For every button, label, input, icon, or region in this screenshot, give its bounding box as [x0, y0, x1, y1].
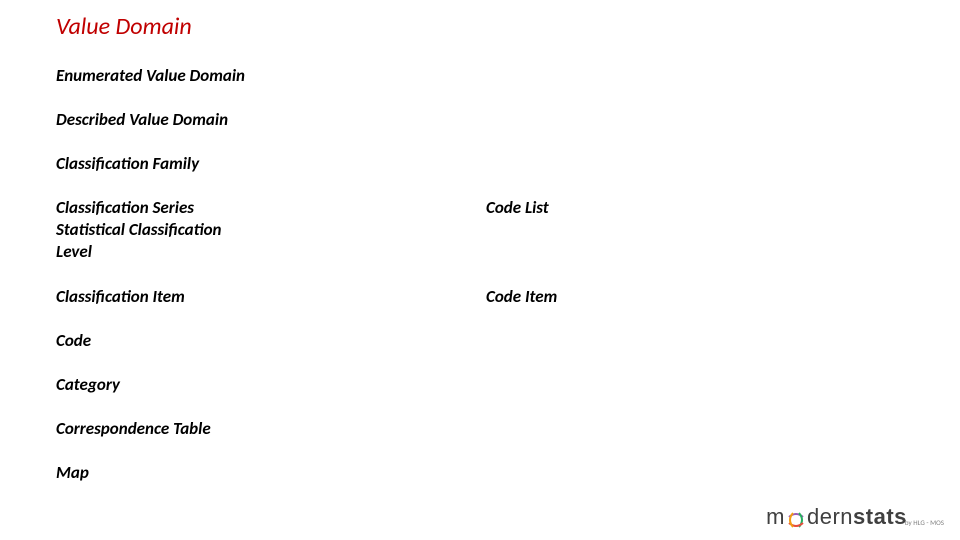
term: Described Value Domain	[56, 109, 228, 130]
right-column: Code List	[486, 197, 960, 263]
page-title: Value Domain	[56, 12, 960, 41]
right-column	[486, 153, 960, 175]
term: Category	[56, 374, 120, 395]
right-column	[486, 65, 960, 87]
term: Map	[56, 462, 89, 483]
left-column: Map	[56, 462, 486, 484]
logo-mid1: dern	[807, 504, 853, 529]
left-column: Classification Item	[56, 286, 486, 308]
term: Code List	[486, 197, 549, 218]
term: Enumerated Value Domain	[56, 65, 245, 86]
left-column: Classification Family	[56, 153, 486, 175]
term: Classification Item	[56, 286, 185, 307]
logo-icon	[787, 509, 805, 527]
left-column: Enumerated Value Domain	[56, 65, 486, 87]
left-column: Classification Series Statistical Classi…	[56, 197, 486, 263]
term: Level	[56, 241, 486, 263]
logo-subtext: by HLG - MOS	[905, 518, 944, 527]
term-row: Map	[56, 462, 960, 484]
term: Statistical Classification	[56, 219, 486, 241]
right-column	[486, 374, 960, 396]
logo-mid2: stats	[853, 504, 907, 529]
term-row: Classification Item Code Item	[56, 286, 960, 308]
modernstats-logo: mdernstats by HLG - MOS	[766, 504, 944, 530]
logo-prefix: m	[766, 504, 785, 529]
term-row: Code	[56, 330, 960, 352]
left-column: Correspondence Table	[56, 418, 486, 440]
term: Correspondence Table	[56, 418, 211, 439]
term-row: Described Value Domain	[56, 109, 960, 131]
term-row: Category	[56, 374, 960, 396]
left-column: Described Value Domain	[56, 109, 486, 131]
right-column	[486, 330, 960, 352]
slide-content: Value Domain Enumerated Value Domain Des…	[0, 0, 960, 484]
term-row: Correspondence Table	[56, 418, 960, 440]
term-row: Enumerated Value Domain	[56, 65, 960, 87]
logo-text: mdernstats	[766, 504, 907, 530]
term-row: Classification Series Statistical Classi…	[56, 197, 960, 263]
term: Code	[56, 330, 91, 351]
right-column	[486, 462, 960, 484]
left-column: Category	[56, 374, 486, 396]
left-column: Code	[56, 330, 486, 352]
right-column	[486, 109, 960, 131]
term: Classification Series	[56, 197, 486, 219]
right-column	[486, 418, 960, 440]
term: Classification Family	[56, 153, 199, 174]
term-row: Classification Family	[56, 153, 960, 175]
right-column: Code Item	[486, 286, 960, 308]
term: Code Item	[486, 286, 557, 307]
